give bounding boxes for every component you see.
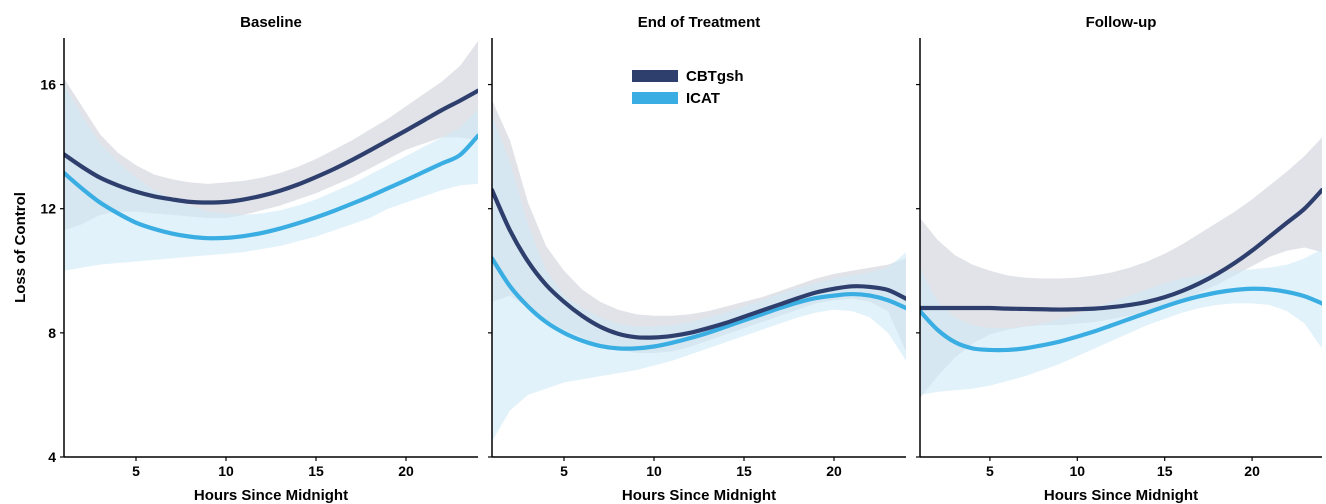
x-axis-label: Hours Since Midnight: [194, 487, 348, 504]
confidence-band-icat: [492, 115, 906, 442]
series-line-icat: [64, 133, 478, 241]
x-axis-label: Hours Since Midnight: [1044, 487, 1198, 504]
y-tick-label: 12: [40, 201, 56, 217]
panel-2: End of Treatment 5 10 15 20 Hours Since Midni…: [488, 14, 906, 504]
confidence-band-cbtgsh: [920, 137, 1322, 399]
x-tick-label: 10: [218, 463, 234, 479]
x-axis-label: Hours Since Midnight: [622, 487, 776, 504]
legend-label-cbtgsh: CBTgsh: [686, 68, 744, 85]
y-tick-label: 16: [40, 77, 56, 93]
legend-label-icat: ICAT: [686, 90, 720, 107]
legend-swatch-icat: [632, 92, 678, 104]
legend: CBTgsh ICAT: [632, 68, 744, 107]
x-tick-label: 20: [398, 463, 414, 479]
x-tick-label: 20: [1244, 463, 1260, 479]
panel-title: End of Treatment: [638, 14, 761, 31]
panel-title: Follow-up: [1086, 14, 1157, 31]
y-tick-label: 4: [48, 449, 56, 465]
y-tick-label: 8: [48, 325, 56, 341]
series-line-icat: [492, 256, 906, 351]
x-tick-label: 10: [1070, 463, 1086, 479]
legend-swatch-cbtgsh: [632, 70, 678, 82]
panel-title: Baseline: [240, 14, 302, 31]
x-tick-label: 5: [986, 463, 994, 479]
x-tick-label: 5: [560, 463, 568, 479]
series-line-cbtgsh: [920, 187, 1322, 312]
panel-3: Follow-up 5 10 15 20 Hours Since Midnight: [916, 14, 1322, 504]
x-tick-label: 15: [1157, 463, 1173, 479]
x-tick-label: 15: [308, 463, 324, 479]
confidence-band-icat: [64, 84, 478, 271]
y-axis-label: Loss of Control: [12, 192, 29, 303]
x-tick-label: 20: [826, 463, 842, 479]
x-tick-label: 5: [132, 463, 140, 479]
series-line-cbtgsh: [492, 187, 906, 340]
panel-1: Baseline 4 8 12 16 5 10 15 20 Hours Since Midnigh…: [40, 14, 478, 504]
series-line-cbtgsh: [64, 88, 478, 205]
x-tick-label: 10: [646, 463, 662, 479]
x-tick-label: 15: [736, 463, 752, 479]
confidence-band-cbtgsh: [64, 41, 478, 231]
series-line-icat: [920, 286, 1322, 353]
